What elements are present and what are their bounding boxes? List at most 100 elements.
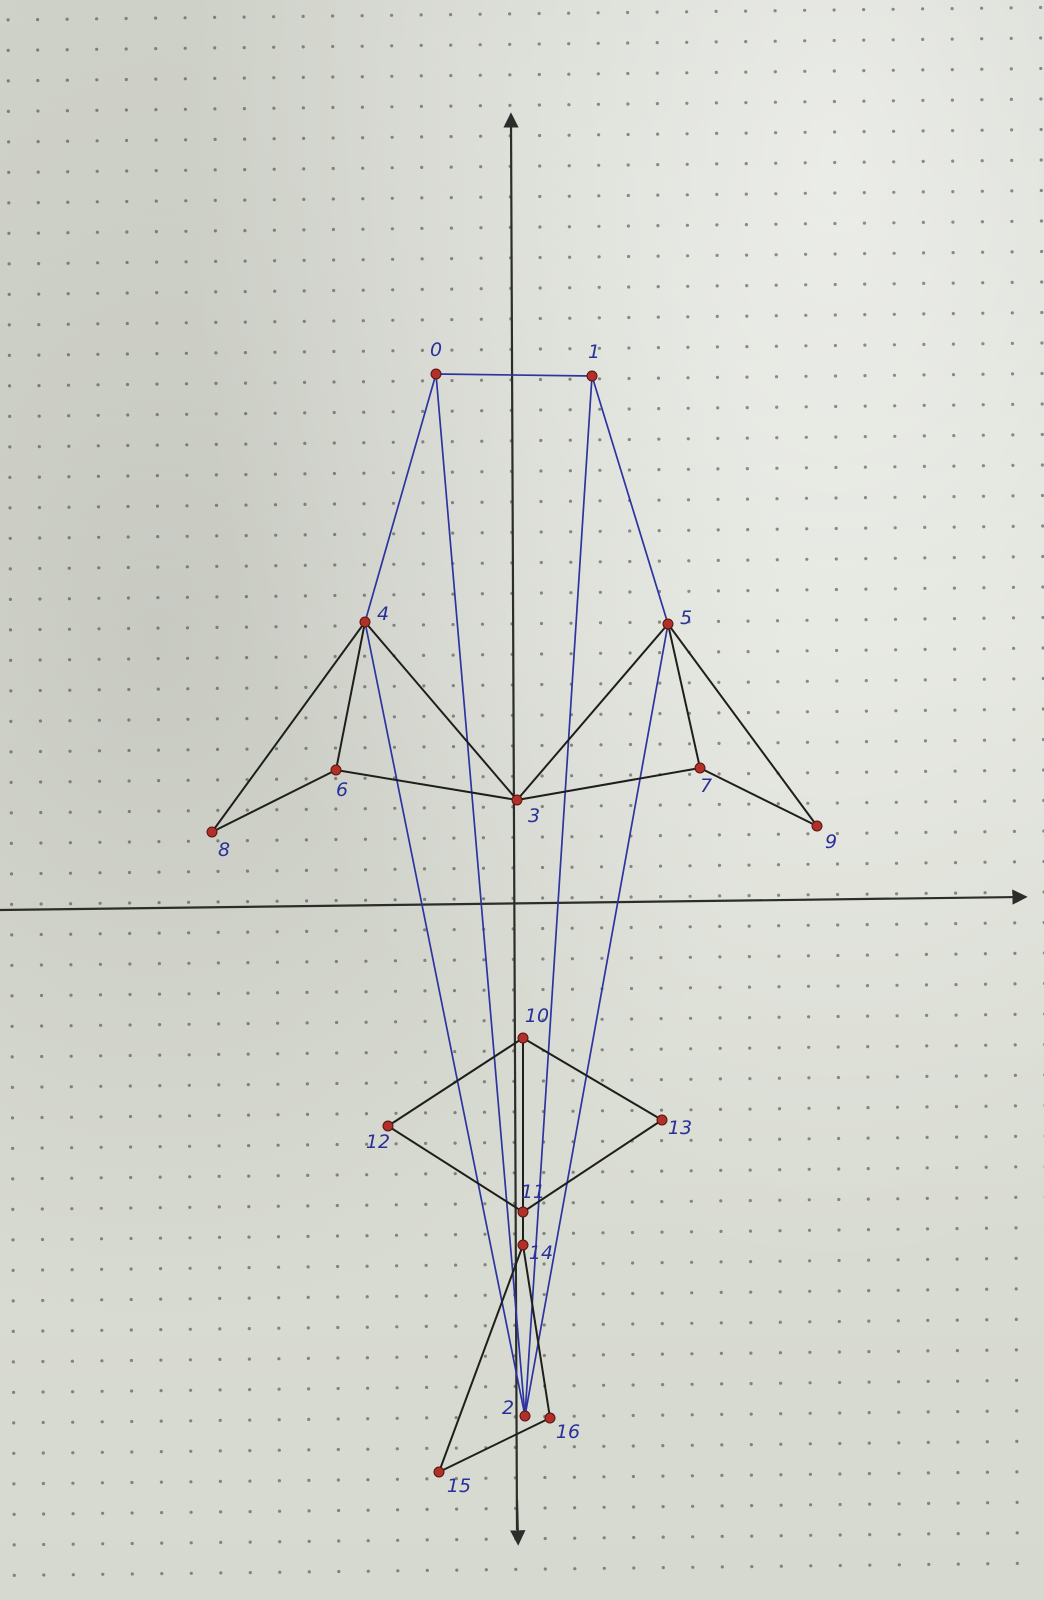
grid-dot: [42, 1512, 46, 1516]
grid-dot: [218, 1479, 222, 1483]
grid-dot: [68, 841, 72, 845]
grid-dot: [38, 688, 42, 693]
grid-dot: [951, 220, 955, 224]
grid-dot: [719, 1321, 723, 1325]
grid-dot: [601, 1170, 605, 1174]
grid-dot: [37, 445, 41, 449]
grid-dot: [70, 1298, 74, 1302]
grid-dot: [423, 928, 427, 932]
grid-dot: [97, 688, 101, 692]
grid-dot: [1039, 97, 1043, 101]
grid-dot: [160, 1541, 164, 1545]
grid-dot: [773, 70, 777, 74]
grid-dot: [985, 1379, 989, 1383]
node-label-7: 7: [700, 775, 712, 797]
grid-dot: [452, 867, 456, 871]
grid-dot: [832, 8, 836, 12]
grid-dot: [836, 923, 840, 927]
grid-dot: [629, 956, 634, 960]
grid-dot: [157, 870, 161, 874]
grid-dot: [896, 1258, 900, 1262]
grid-dot: [278, 1540, 282, 1544]
grid-dot: [951, 251, 955, 255]
grid-dot: [1015, 1561, 1019, 1565]
grid-dot: [776, 741, 780, 745]
grid-dot: [628, 681, 632, 686]
grid-dot: [984, 1196, 988, 1200]
grid-dot: [749, 1321, 753, 1325]
grid-dot: [569, 560, 573, 564]
grid-dot: [776, 680, 780, 684]
grid-dot: [833, 160, 837, 165]
grid-dot: [748, 1199, 752, 1203]
grid-dot: [690, 1474, 695, 1478]
grid-dot: [715, 131, 719, 135]
grid-dot: [892, 312, 896, 316]
grid-dot: [980, 67, 984, 71]
grid-dot: [953, 647, 957, 651]
grid-dot: [891, 68, 895, 72]
grid-dot: [129, 1145, 133, 1149]
grid-dot: [568, 438, 572, 442]
grid-dot: [685, 40, 689, 44]
grid-dot: [744, 40, 748, 44]
grid-dot: [926, 1471, 931, 1475]
grid-dot: [394, 1081, 398, 1085]
grid-dot: [778, 1229, 782, 1233]
node-13: [656, 1114, 668, 1126]
grid-dot: [246, 991, 250, 995]
grid-dot: [36, 48, 40, 52]
grid-dot: [631, 1322, 635, 1326]
grid-dot: [892, 129, 896, 133]
grid-dot: [361, 227, 365, 231]
grid-dot: [333, 715, 337, 720]
grid-dot: [129, 1206, 133, 1210]
grid-dot: [128, 1114, 133, 1119]
grid-dot: [273, 289, 277, 293]
grid-dot: [218, 1418, 222, 1422]
grid-dot: [421, 501, 425, 505]
grid-dot: [366, 1386, 370, 1390]
grid-dot: [69, 1115, 74, 1119]
grid-dot: [157, 931, 161, 935]
grid-dot: [425, 1507, 429, 1511]
grid-dot: [568, 499, 573, 503]
grid-dot: [391, 379, 395, 383]
grid-dot: [95, 78, 99, 82]
grid-dot: [217, 1205, 221, 1209]
grid-dot: [244, 534, 248, 538]
grid-dot: [36, 231, 41, 235]
node-label-0: 0: [430, 339, 442, 361]
grid-dot: [567, 164, 571, 168]
grid-dot: [154, 16, 158, 20]
grid-dot: [95, 200, 99, 204]
grid-dot: [186, 748, 190, 752]
grid-dot: [865, 984, 870, 988]
grid-dot: [420, 226, 424, 230]
grid-dot: [99, 1176, 103, 1180]
grid-dot: [630, 1108, 634, 1113]
grid-dot: [602, 1475, 606, 1479]
grid-dot: [954, 891, 958, 895]
grid-dot: [658, 681, 662, 685]
grid-dot: [478, 12, 482, 16]
grid-dot: [70, 1146, 74, 1150]
grid-dot: [982, 555, 986, 559]
grid-dot: [247, 1357, 251, 1361]
grid-dot: [867, 1289, 871, 1293]
grid-dot: [863, 313, 867, 317]
grid-dot: [719, 1290, 723, 1294]
grid-dot: [154, 108, 158, 112]
grid-dot: [568, 286, 572, 290]
grid-dot: [1040, 310, 1044, 315]
grid-dot: [186, 717, 190, 721]
grid-dot: [158, 1084, 162, 1088]
node-label-2: 2: [502, 1397, 514, 1419]
grid-dot: [570, 835, 574, 839]
grid-dot: [159, 1480, 163, 1484]
grid-dot: [542, 1262, 546, 1266]
grid-dot: [395, 1477, 399, 1481]
grid-dot: [986, 1531, 990, 1535]
grid-dot: [985, 1348, 989, 1352]
